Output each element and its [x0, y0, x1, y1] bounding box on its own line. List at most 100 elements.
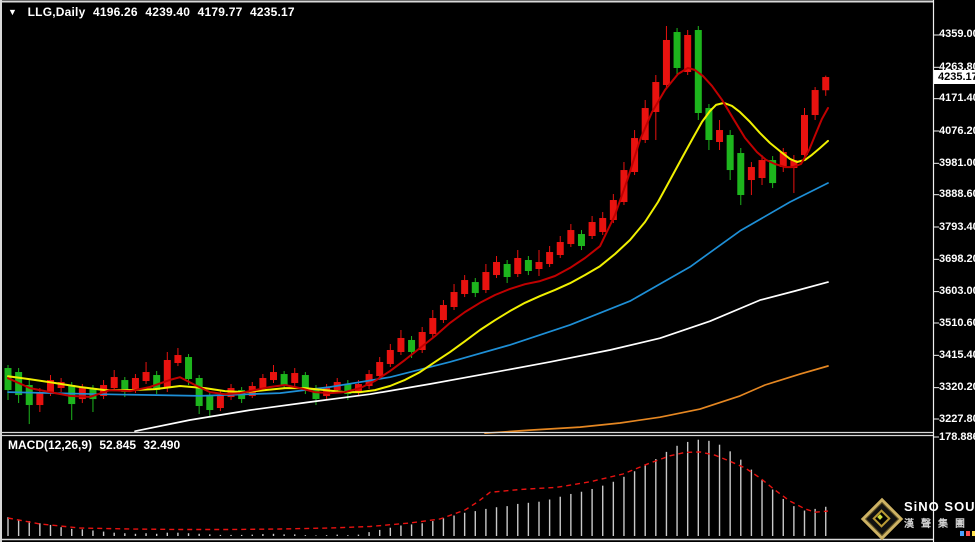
macd-indicator-label: MACD(12,26,9) 52.845 32.490: [8, 438, 184, 452]
open-value: 4196.26: [93, 5, 138, 19]
macd-name-label: MACD(12,26,9): [8, 438, 93, 452]
candle-body: [408, 339, 416, 353]
candle-body: [599, 218, 607, 233]
candle-body: [185, 357, 193, 380]
candle-body: [790, 160, 798, 169]
candle-body: [684, 34, 692, 73]
chart-title-bar: ▼ LLG,Daily 4196.26 4239.40 4179.77 4235…: [8, 5, 299, 19]
candle-body: [726, 135, 734, 171]
candle-body: [57, 382, 65, 389]
ma-orange-line: [484, 365, 829, 435]
candle-body: [822, 77, 830, 91]
candle-body: [418, 332, 426, 350]
macd-axis-top-label: 178.886: [939, 431, 975, 443]
candle-body: [567, 230, 575, 245]
candle-body: [397, 337, 405, 353]
price-tick-label: 3981.00: [939, 156, 975, 169]
candle-body: [482, 272, 490, 291]
logo-name-text: SiNO SOUND: [904, 498, 975, 514]
candle-body: [705, 108, 713, 140]
low-value: 4179.77: [197, 5, 243, 19]
candle-body: [758, 160, 766, 179]
price-tick-label: 4263.80: [939, 60, 975, 73]
candle-body: [344, 384, 352, 395]
candle-body: [652, 82, 660, 112]
price-tick-label: 3888.60: [939, 188, 975, 201]
ma-fast-red-line: [7, 66, 829, 398]
candle-body: [227, 388, 235, 398]
candle-body: [588, 222, 596, 237]
candle-body: [121, 380, 129, 393]
candle-body: [514, 257, 522, 275]
price-tick-label: 3320.20: [939, 381, 975, 394]
candle-body: [673, 32, 681, 68]
ma-mid-yellow-line: [7, 101, 829, 394]
candle-body: [747, 167, 755, 181]
candle-body: [301, 375, 309, 391]
candle-body: [142, 372, 150, 382]
candle-body: [641, 108, 649, 140]
macd-main-value: 52.845: [99, 438, 137, 452]
candle-body: [25, 385, 33, 406]
candle-body: [439, 305, 447, 321]
candle-body: [779, 152, 787, 168]
candle-body: [270, 372, 277, 381]
macd-signal-value: 32.490: [143, 438, 181, 452]
candle-body: [769, 160, 777, 184]
candle-body: [174, 355, 182, 363]
candle-body: [662, 39, 670, 86]
candle-body: [376, 362, 384, 377]
candle-body: [68, 385, 76, 405]
ma-white-line: [134, 281, 829, 433]
candle-body: [524, 260, 532, 272]
candle-body: [280, 374, 288, 386]
candle-body: [450, 292, 458, 308]
candle-body: [556, 242, 564, 256]
candle-body: [131, 378, 139, 391]
price-tick-label: 3603.00: [939, 285, 975, 298]
ma-blue-line: [7, 182, 829, 397]
candle-body: [46, 380, 54, 393]
candle-body: [386, 349, 394, 364]
candle-body: [110, 377, 118, 389]
candle-body: [291, 373, 299, 384]
candle-body: [801, 115, 808, 156]
candle-body: [312, 388, 320, 400]
price-tick-label: 4171.40: [939, 92, 975, 105]
price-tick-label: 3510.60: [939, 316, 975, 329]
price-tick-label: 4076.20: [939, 124, 975, 137]
candle-body: [716, 130, 724, 143]
candle-body: [259, 378, 267, 389]
price-tick-label: 3415.40: [939, 348, 975, 361]
current-price-tag: 4235.17: [934, 70, 975, 85]
candle-body: [535, 262, 543, 269]
price-tick-label: 3698.20: [939, 252, 975, 265]
candle-body: [429, 318, 437, 335]
candle-body: [471, 282, 479, 294]
price-tick-label: 3793.40: [939, 220, 975, 233]
price-tick-label: 3227.80: [939, 412, 975, 425]
candle-body: [195, 378, 203, 407]
collapse-chart-icon[interactable]: ▼: [8, 7, 18, 17]
logo-submark: [904, 530, 975, 536]
sino-sound-diamond-icon: [860, 497, 904, 541]
candle-body: [546, 252, 554, 265]
candle-body: [609, 200, 617, 221]
candle-body: [811, 90, 819, 116]
close-value: 4235.17: [250, 5, 295, 19]
candle-body: [163, 360, 171, 389]
candle-body: [36, 392, 44, 406]
candle-body: [737, 153, 745, 196]
sino-sound-logo: SiNO SOUND 漢聲集團: [860, 497, 975, 541]
high-value: 4239.40: [145, 5, 191, 19]
candle-body: [206, 396, 214, 411]
candle-body: [620, 170, 628, 203]
symbol-period-label: LLG,Daily: [27, 5, 86, 19]
logo-chinese-text: 漢聲集團: [904, 518, 972, 530]
candle-body: [577, 234, 585, 247]
candle-body: [216, 395, 224, 409]
price-tick-label: 4359.00: [939, 28, 975, 41]
candle-body: [493, 262, 501, 276]
